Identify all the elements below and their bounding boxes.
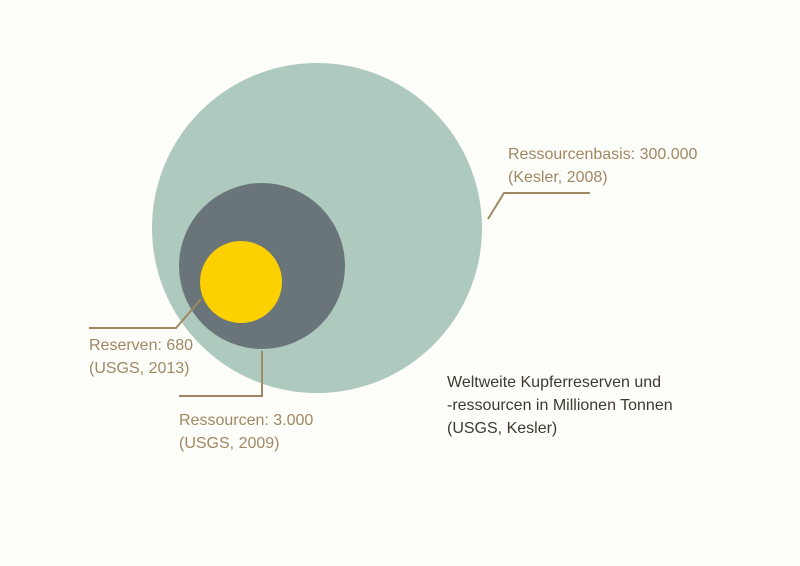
resource-base-label: Ressourcenbasis: 300.000 (Kesler, 2008) bbox=[508, 143, 697, 189]
resources-source: (USGS, 2009) bbox=[179, 435, 280, 452]
resource-base-label-text: Ressourcenbasis: 300.000 bbox=[508, 146, 698, 163]
resource-base-source: (Kesler, 2008) bbox=[508, 169, 608, 186]
resources-label: Ressourcen: 3.000 (USGS, 2009) bbox=[179, 409, 313, 455]
reserves-label: Reserven: 680 (USGS, 2013) bbox=[89, 334, 193, 380]
resource-base-leader-line bbox=[487, 192, 590, 220]
reserves-circle bbox=[200, 241, 282, 323]
diagram-caption: Weltweite Kupferreserven und -ressourcen… bbox=[447, 371, 673, 440]
reserves-source: (USGS, 2013) bbox=[89, 360, 190, 377]
caption-line-1: Weltweite Kupferreserven und bbox=[447, 374, 662, 391]
reserves-leader-line bbox=[89, 298, 202, 329]
reserves-label-text: Reserven: 680 bbox=[89, 337, 194, 354]
resources-leader-line bbox=[179, 351, 263, 397]
caption-line-2: -ressourcen in Millionen Tonnen bbox=[447, 397, 673, 414]
caption-line-3: (USGS, Kesler) bbox=[447, 420, 558, 437]
resources-label-text: Ressourcen: 3.000 bbox=[179, 412, 314, 429]
